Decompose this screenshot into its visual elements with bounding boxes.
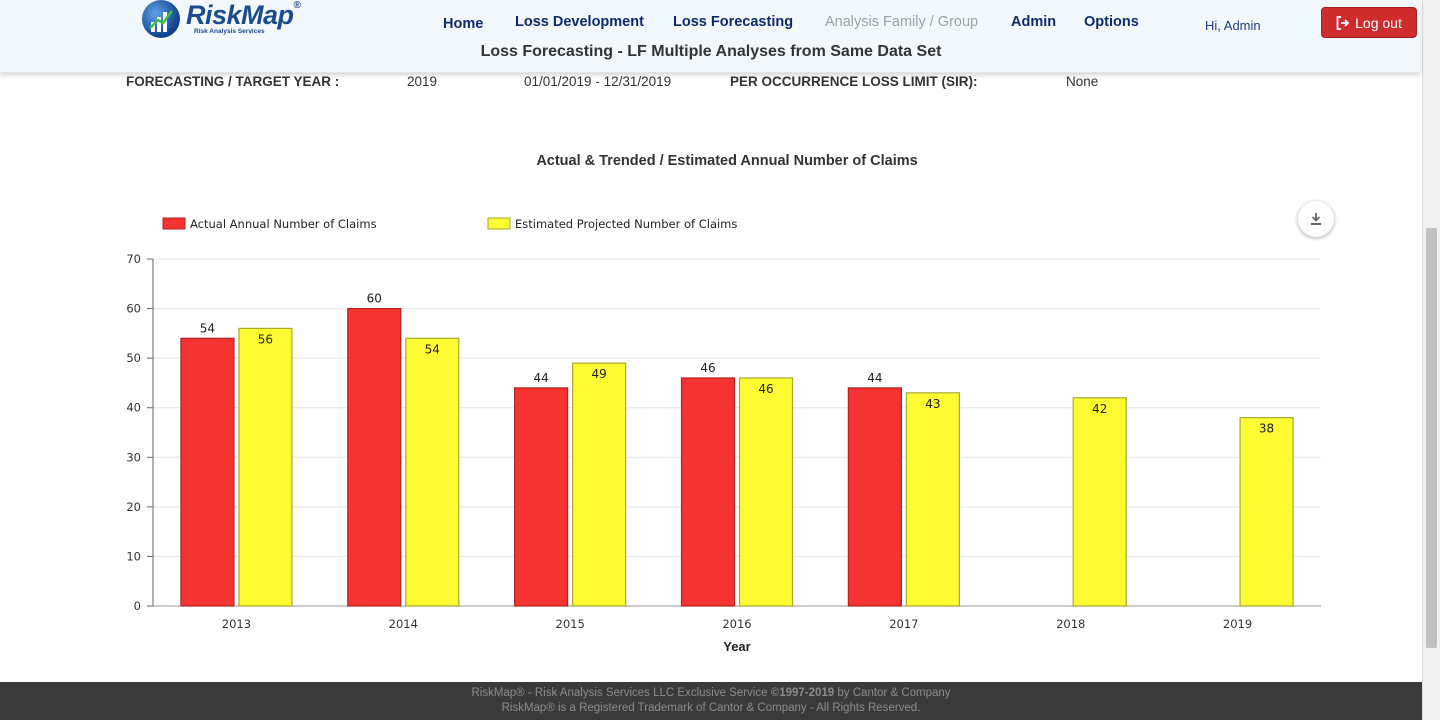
footer-line-2: RiskMap® is a Registered Trademark of Ca… xyxy=(501,702,921,714)
data-label: 44 xyxy=(534,371,549,385)
nav-admin[interactable]: Admin xyxy=(1011,14,1057,30)
bar-estimated xyxy=(905,392,960,607)
nav-options[interactable]: Options xyxy=(1084,14,1139,30)
riskmap-logo[interactable]: RiskMap® Risk Analysis Services xyxy=(140,0,315,42)
bar-estimated xyxy=(1239,417,1294,607)
data-label: 49 xyxy=(592,367,607,381)
user-greeting: Hi, Admin xyxy=(1205,18,1261,33)
bar-actual xyxy=(514,387,569,607)
legend-label: Actual Annual Number of Claims xyxy=(190,217,377,231)
logout-label: Log out xyxy=(1355,14,1402,31)
bar-estimated xyxy=(572,362,627,607)
footer-line-1: RiskMap® - Risk Analysis Services LLC Ex… xyxy=(471,687,951,699)
bar-estimated xyxy=(405,337,460,607)
data-label: 60 xyxy=(367,292,382,306)
data-label: 56 xyxy=(258,332,273,346)
scrollbar-thumb[interactable] xyxy=(1426,228,1437,648)
x-tick-label: 2015 xyxy=(556,617,585,631)
y-tick-label: 20 xyxy=(126,500,141,514)
data-label: 46 xyxy=(700,361,715,375)
target-year-value: 2019 xyxy=(407,74,438,89)
y-tick-label: 10 xyxy=(126,549,141,563)
chart-download-button[interactable] xyxy=(1298,201,1334,237)
y-tick-label: 70 xyxy=(126,252,141,266)
y-tick-label: 30 xyxy=(126,450,141,464)
bar-estimated xyxy=(1072,397,1127,607)
x-tick-label: 2018 xyxy=(1056,617,1085,631)
footer: RiskMap® - Risk Analysis Services LLC Ex… xyxy=(0,682,1422,720)
data-label: 54 xyxy=(200,321,215,335)
bar-actual xyxy=(180,337,235,607)
data-label: 43 xyxy=(925,397,940,411)
nav-loss-development[interactable]: Loss Development xyxy=(515,14,644,30)
x-tick-label: 2017 xyxy=(889,617,918,631)
y-tick-label: 40 xyxy=(126,401,141,415)
data-label: 42 xyxy=(1092,402,1107,416)
data-label: 38 xyxy=(1259,422,1274,436)
logo-subtitle: Risk Analysis Services xyxy=(194,28,265,35)
target-year-label: FORECASTING / TARGET YEAR : xyxy=(126,74,340,89)
nav-analysis-family[interactable]: Analysis Family / Group xyxy=(825,14,979,30)
nav-loss-forecasting[interactable]: Loss Forecasting xyxy=(673,14,794,30)
bar-estimated xyxy=(738,377,794,607)
bar-actual xyxy=(347,307,402,607)
y-tick-label: 50 xyxy=(126,351,141,365)
download-icon xyxy=(1311,213,1321,225)
data-label: 46 xyxy=(758,382,773,396)
sign-out-icon xyxy=(1336,15,1350,30)
logout-button[interactable]: Log out xyxy=(1321,7,1417,38)
loss-limit-label: PER OCCURRENCE LOSS LIMIT (SIR): xyxy=(730,74,978,89)
page-title: Loss Forecasting - LF Multiple Analyses … xyxy=(480,43,942,60)
bar-actual xyxy=(847,387,902,607)
x-tick-label: 2016 xyxy=(722,617,751,631)
loss-limit-value: None xyxy=(1066,74,1099,89)
nav-home[interactable]: Home xyxy=(443,16,484,32)
legend-swatch xyxy=(162,217,186,230)
bar-chart-icon xyxy=(149,10,173,32)
legend-label: Estimated Projected Number of Claims xyxy=(515,217,737,231)
x-axis-title: Year xyxy=(723,639,750,654)
bar-estimated xyxy=(238,327,293,607)
bar-actual xyxy=(680,377,736,607)
x-tick-label: 2019 xyxy=(1223,617,1252,631)
logo-wordmark: RiskMap® xyxy=(186,0,301,30)
x-tick-label: 2013 xyxy=(222,617,251,631)
data-label: 44 xyxy=(867,371,882,385)
legend-swatch xyxy=(487,217,511,230)
x-tick-label: 2014 xyxy=(389,617,418,631)
header-bar: RiskMap® Risk Analysis Services Home Los… xyxy=(0,0,1420,73)
data-label: 54 xyxy=(425,342,440,356)
chart-title: Actual & Trended / Estimated Annual Numb… xyxy=(536,153,918,169)
y-tick-label: 60 xyxy=(126,302,141,316)
claims-bar-chart: 0 10 20 30 40 50 60 70 2013 54 56 2014 60 54 2015 44 49 2… xyxy=(126,217,1321,654)
date-range-value: 01/01/2019 - 12/31/2019 xyxy=(524,74,672,89)
y-tick-label: 0 xyxy=(134,599,141,613)
vertical-scrollbar[interactable] xyxy=(1422,0,1440,720)
